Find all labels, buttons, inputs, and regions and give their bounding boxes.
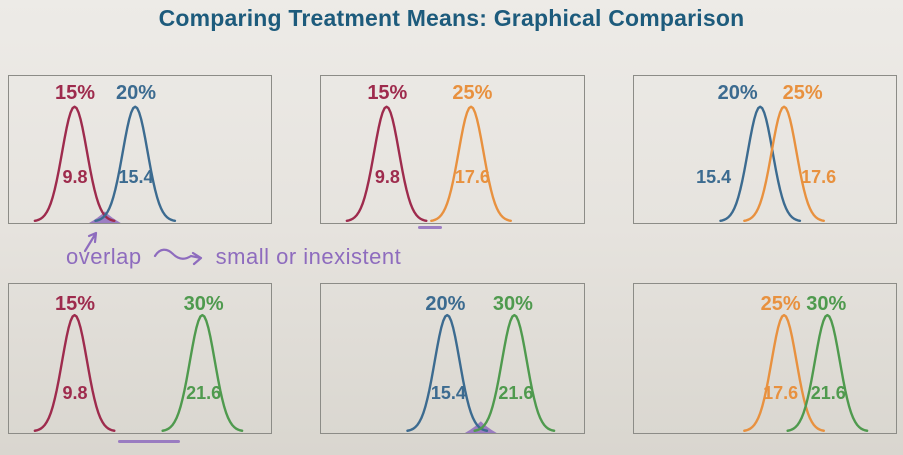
overlap-annotation-zone: overlap small or inexistent (0, 225, 903, 283)
overlap-underline-marker (417, 225, 442, 229)
overlap-annotation: overlap small or inexistent (66, 244, 401, 270)
distribution-curves (718, 105, 825, 222)
panel-15-vs-30: 15% 30% 9.8 21.6 (8, 283, 273, 443)
distribution-curves (33, 105, 177, 223)
treatment-mean-label: 17.6 (801, 167, 837, 187)
treatment-share-label: 15% (54, 293, 96, 315)
panel-20-vs-30: 20% 30% 15.4 21.6 (320, 283, 585, 434)
panel-25-vs-30: 25% 30% 17.6 21.6 (632, 283, 897, 434)
panel-15-vs-20: 15% 20% 9.8 15.4 (8, 75, 273, 224)
treatment-mean-label: 21.6 (810, 383, 846, 403)
distribution-curves (33, 313, 244, 432)
treatment-share-label: 15% (54, 82, 96, 104)
panel-row-bottom: 15% 30% 9.8 21.6 20% 30% 15.4 21.6 25% 3… (8, 283, 897, 443)
treatment-mean-label: 9.8 (62, 383, 88, 403)
distribution-curves (345, 105, 513, 222)
treatment-share-label: 30% (492, 293, 533, 315)
distribution-curves (406, 313, 556, 433)
treatment-share-label: 20% (116, 82, 157, 104)
treatment-share-label: 30% (183, 293, 224, 315)
treatment-mean-label: 15.4 (118, 167, 154, 187)
treatment-share-label: 30% (806, 293, 847, 315)
treatment-share-label: 25% (760, 293, 801, 315)
distribution-curves (742, 313, 868, 432)
treatment-mean-label: 9.8 (62, 167, 88, 187)
treatment-mean-label: 9.8 (374, 167, 400, 187)
treatment-mean-label: 15.4 (430, 383, 466, 403)
panel-20-vs-25: 20% 25% 15.4 17.6 (632, 75, 897, 224)
treatment-share-label: 20% (425, 293, 466, 315)
panel-15-vs-25: 15% 25% 9.8 17.6 (320, 75, 585, 229)
treatment-mean-label: 17.6 (454, 167, 490, 187)
overlap-underline-marker (118, 439, 181, 443)
squiggle-arrow-icon (153, 248, 202, 266)
treatment-share-label: 25% (452, 82, 493, 104)
slide-title: Comparing Treatment Means: Graphical Com… (158, 5, 745, 31)
treatment-mean-label: 17.6 (763, 383, 799, 403)
panel-row-top: 15% 20% 9.8 15.4 15% 25% 9.8 17.6 20% 25… (8, 75, 897, 229)
overlap-description: small or inexistent (215, 244, 402, 269)
treatment-share-label: 20% (717, 82, 758, 104)
overlap-word: overlap (66, 244, 142, 269)
treatment-mean-label: 21.6 (498, 383, 534, 403)
treatment-mean-label: 21.6 (186, 383, 222, 403)
treatment-share-label: 25% (782, 82, 823, 104)
up-arrow-icon (83, 231, 98, 253)
treatment-mean-label: 15.4 (696, 167, 732, 187)
treatment-share-label: 15% (367, 82, 408, 104)
